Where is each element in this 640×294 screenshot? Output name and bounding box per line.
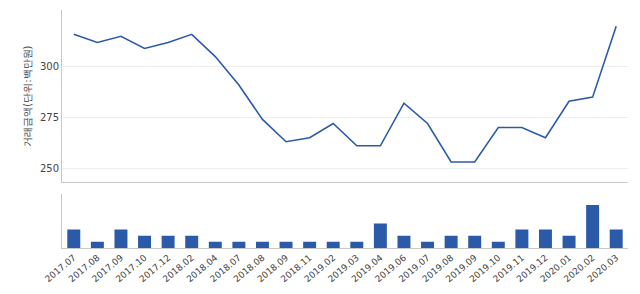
svg-text:2020.02: 2020.02 xyxy=(562,253,597,285)
svg-text:거래금액(단위:백만원): 거래금액(단위:백만원) xyxy=(22,45,33,146)
svg-text:2018.08: 2018.08 xyxy=(232,252,267,284)
svg-text:2019.07: 2019.07 xyxy=(397,253,432,285)
svg-text:2019.10: 2019.10 xyxy=(468,252,503,284)
svg-text:2017.10: 2017.10 xyxy=(114,252,149,284)
svg-text:2018.02: 2018.02 xyxy=(161,253,196,285)
svg-text:2018.04: 2018.04 xyxy=(185,252,220,284)
svg-text:300: 300 xyxy=(40,61,59,72)
svg-text:2019.08: 2019.08 xyxy=(420,252,455,284)
svg-text:2018.09: 2018.09 xyxy=(255,252,290,284)
svg-text:2019.06: 2019.06 xyxy=(373,252,408,284)
svg-text:2019.12: 2019.12 xyxy=(515,253,550,285)
svg-text:2017.12: 2017.12 xyxy=(137,253,172,285)
svg-text:2020.03: 2020.03 xyxy=(585,253,620,285)
svg-text:250: 250 xyxy=(40,163,59,174)
svg-text:2018.07: 2018.07 xyxy=(208,253,243,285)
svg-text:2019.03: 2019.03 xyxy=(326,253,361,285)
svg-text:2019.04: 2019.04 xyxy=(350,252,385,284)
svg-text:2017.09: 2017.09 xyxy=(90,252,125,284)
svg-text:2019.09: 2019.09 xyxy=(444,252,479,284)
svg-text:2019.11: 2019.11 xyxy=(491,253,526,285)
svg-text:2020.01: 2020.01 xyxy=(538,253,573,285)
svg-text:2019.02: 2019.02 xyxy=(302,253,337,285)
svg-text:2018.11: 2018.11 xyxy=(279,253,314,285)
svg-text:2017.08: 2017.08 xyxy=(67,252,102,284)
svg-text:2017.07: 2017.07 xyxy=(43,253,78,285)
svg-text:275: 275 xyxy=(40,112,59,123)
